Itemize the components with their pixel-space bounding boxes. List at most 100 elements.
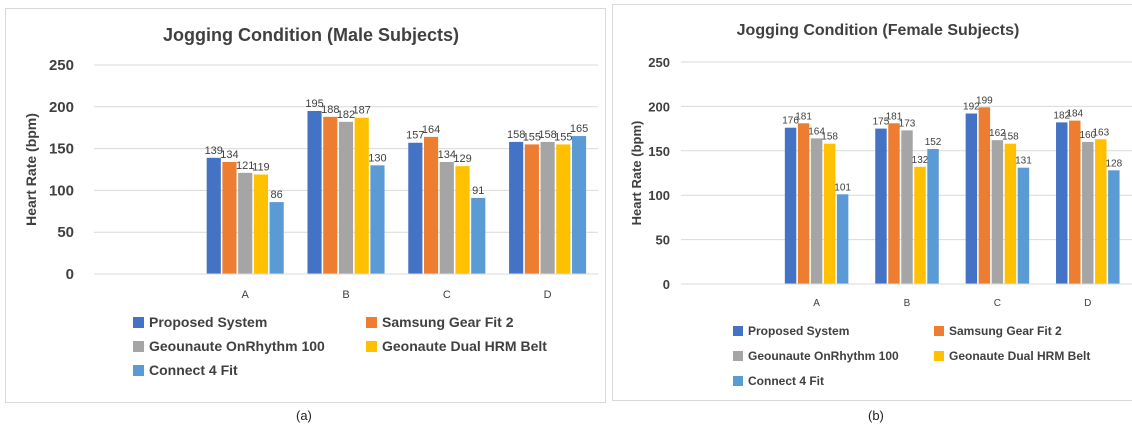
data-label: 164 (422, 124, 440, 136)
y-tick-label: 150 (648, 144, 670, 159)
bar (784, 127, 797, 284)
bar (338, 121, 354, 275)
bar (823, 143, 836, 284)
chart-female-svg: Jogging Condition (Female Subjects) 0 50 10… (629, 22, 1132, 388)
bar (540, 141, 555, 274)
data-label: 119 (252, 162, 270, 174)
data-label: 129 (453, 153, 471, 165)
legend-label: Connect 4 Fit (149, 362, 238, 378)
y-tick-label: 0 (66, 266, 74, 283)
bar (323, 116, 338, 274)
data-label: 134 (438, 149, 456, 161)
data-label: 199 (976, 95, 993, 106)
legend-swatch (366, 317, 377, 328)
x-tick-label: B (904, 298, 911, 309)
y-tick-label: 50 (57, 224, 74, 241)
chart-panel-female: Jogging Condition (Female Subjects) 0 50 10… (612, 4, 1132, 401)
legend-swatch (733, 351, 743, 361)
bar (1004, 143, 1017, 284)
data-label: 163 (1092, 127, 1109, 138)
legend-swatch (133, 341, 144, 352)
chart-male-svg: Jogging Condition (Male Subjects) 0 50 100 1… (23, 25, 598, 378)
data-label: 184 (1066, 109, 1083, 120)
data-label: 187 (353, 105, 371, 117)
bar (965, 113, 978, 284)
data-label: 132 (912, 155, 929, 166)
data-label: 182 (1053, 110, 1070, 121)
x-tick-label: B (342, 289, 349, 301)
x-tick-label: D (544, 289, 552, 301)
caption-b: (b) (868, 408, 884, 423)
chart-panel-male: Jogging Condition (Male Subjects) 0 50 100 1… (5, 8, 606, 403)
bar (1056, 122, 1068, 284)
legend-swatch (733, 376, 743, 386)
bar (571, 136, 587, 274)
bar (354, 117, 369, 274)
chart-title: Jogging Condition (Male Subjects) (163, 25, 459, 45)
x-tick-label: A (813, 298, 820, 309)
bar (556, 144, 571, 274)
y-tick-label: 100 (49, 182, 74, 199)
data-label: 162 (989, 128, 1006, 139)
chart-title: Jogging Condition (Female Subjects) (737, 22, 1020, 39)
bar (253, 174, 269, 274)
legend-swatch (934, 326, 944, 336)
bar (222, 161, 237, 274)
y-axis-title: Heart Rate (bpm) (629, 121, 644, 226)
bar (423, 136, 439, 274)
bar (901, 130, 913, 284)
data-label: 176 (782, 116, 799, 127)
data-label: 91 (472, 185, 484, 197)
bar (1095, 139, 1107, 284)
legend-swatch (133, 317, 144, 328)
bar (927, 149, 939, 284)
data-label: 195 (305, 98, 323, 110)
y-tick-label: 0 (663, 277, 670, 292)
data-label: 158 (1002, 132, 1019, 143)
bar (1108, 170, 1120, 284)
y-tick-label: 250 (648, 55, 670, 70)
y-tick-label: 250 (49, 57, 74, 74)
bar (524, 144, 539, 274)
data-label: 158 (821, 132, 838, 143)
legend-swatch (133, 365, 144, 376)
bar (509, 141, 524, 274)
data-label: 86 (271, 189, 283, 201)
legend-label: Samsung Gear Fit 2 (949, 324, 1062, 338)
data-label: 182 (337, 109, 355, 121)
x-tick-label: D (1084, 298, 1091, 309)
data-label: 152 (925, 137, 942, 148)
legend-swatch (366, 341, 377, 352)
bar (471, 197, 486, 274)
legend-label: Connect 4 Fit (748, 374, 824, 388)
data-label: 155 (554, 131, 572, 143)
x-tick-label: C (443, 289, 451, 301)
data-label: 181 (795, 111, 812, 122)
data-label: 131 (1015, 156, 1032, 167)
data-label: 165 (570, 123, 588, 135)
bar (439, 161, 454, 274)
data-label: 130 (368, 152, 386, 164)
y-axis-title: Heart Rate (bpm) (23, 113, 39, 226)
bar (238, 172, 253, 274)
data-label: 155 (523, 131, 541, 143)
bar (307, 110, 322, 274)
data-label: 158 (507, 129, 525, 141)
data-label: 188 (321, 104, 339, 116)
y-tick-label: 200 (49, 99, 74, 116)
bar (1082, 141, 1094, 284)
legend-label: Geounaute OnRhythm 100 (748, 349, 899, 363)
bar (914, 166, 926, 284)
bar (206, 157, 221, 274)
legend-label: Samsung Gear Fit 2 (382, 314, 514, 330)
bar (797, 123, 810, 284)
legend-label: Proposed System (149, 314, 267, 330)
data-label: 181 (886, 111, 903, 122)
bar (370, 165, 385, 274)
bar (978, 107, 991, 285)
x-tick-label: A (242, 289, 250, 301)
data-label: 164 (808, 126, 825, 137)
bar (836, 194, 849, 284)
data-label: 192 (963, 102, 980, 113)
data-label: 160 (1079, 130, 1096, 141)
